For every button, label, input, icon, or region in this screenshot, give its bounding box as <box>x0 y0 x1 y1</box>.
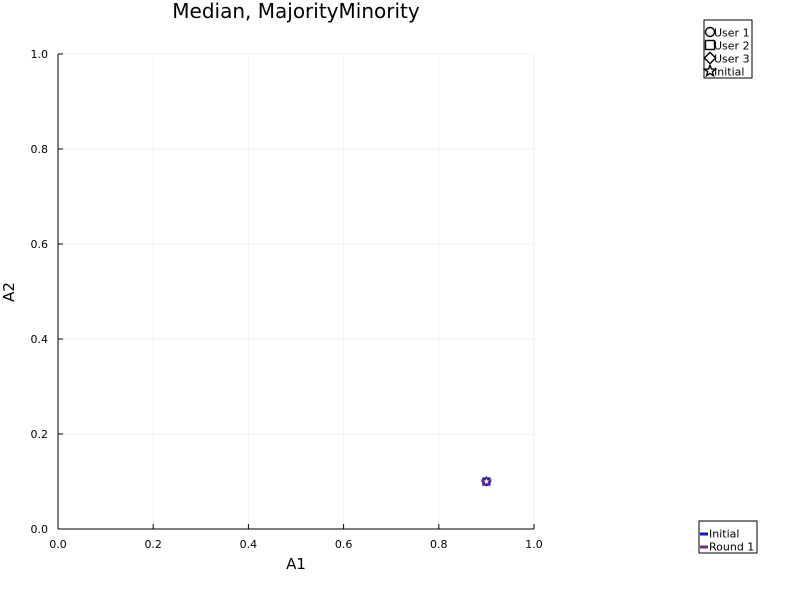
line-legend-box <box>698 520 758 554</box>
marker-legend-label: User 1 <box>714 27 750 40</box>
y-tick-label: 1.0 <box>31 48 49 61</box>
axes <box>57 53 535 530</box>
marker-legend-label: User 3 <box>714 53 750 66</box>
legend-square-icon <box>704 39 716 51</box>
x-tick-label: 0.8 <box>430 538 448 551</box>
data-point-star <box>480 475 493 487</box>
x-tick-label: 0.0 <box>49 538 67 551</box>
x-tick-label: 0.4 <box>240 538 258 551</box>
x-tick-label: 0.2 <box>144 538 162 551</box>
y-tick-label: 0.8 <box>31 143 49 156</box>
x-tick-label: 1.0 <box>525 538 543 551</box>
y-tick-label: 0.2 <box>31 428 49 441</box>
line-legend-label: Initial <box>709 528 739 541</box>
marker-legend-label: Initial <box>714 66 744 79</box>
x-tick-label: 0.6 <box>335 538 353 551</box>
gridlines <box>57 53 535 530</box>
tick-labels: 0.0 0.2 0.4 0.6 0.8 1.0 0.0 0.2 0.4 0.6 0.8 1.0 <box>31 48 543 551</box>
y-tick-label: 0.4 <box>31 333 49 346</box>
legend-circle-icon <box>704 26 716 38</box>
legend-star-icon <box>702 63 718 78</box>
x-axis-title: A1 <box>286 555 306 573</box>
y-tick-label: 0.0 <box>31 523 49 536</box>
marker-legend-label: User 2 <box>714 40 750 53</box>
y-axis-title: A2 <box>0 282 18 302</box>
line-legend-label: Round 1 <box>709 541 754 554</box>
y-tick-label: 0.6 <box>31 238 49 251</box>
chart-title: Median, MajorityMinority <box>172 0 420 23</box>
data-points <box>480 475 493 487</box>
